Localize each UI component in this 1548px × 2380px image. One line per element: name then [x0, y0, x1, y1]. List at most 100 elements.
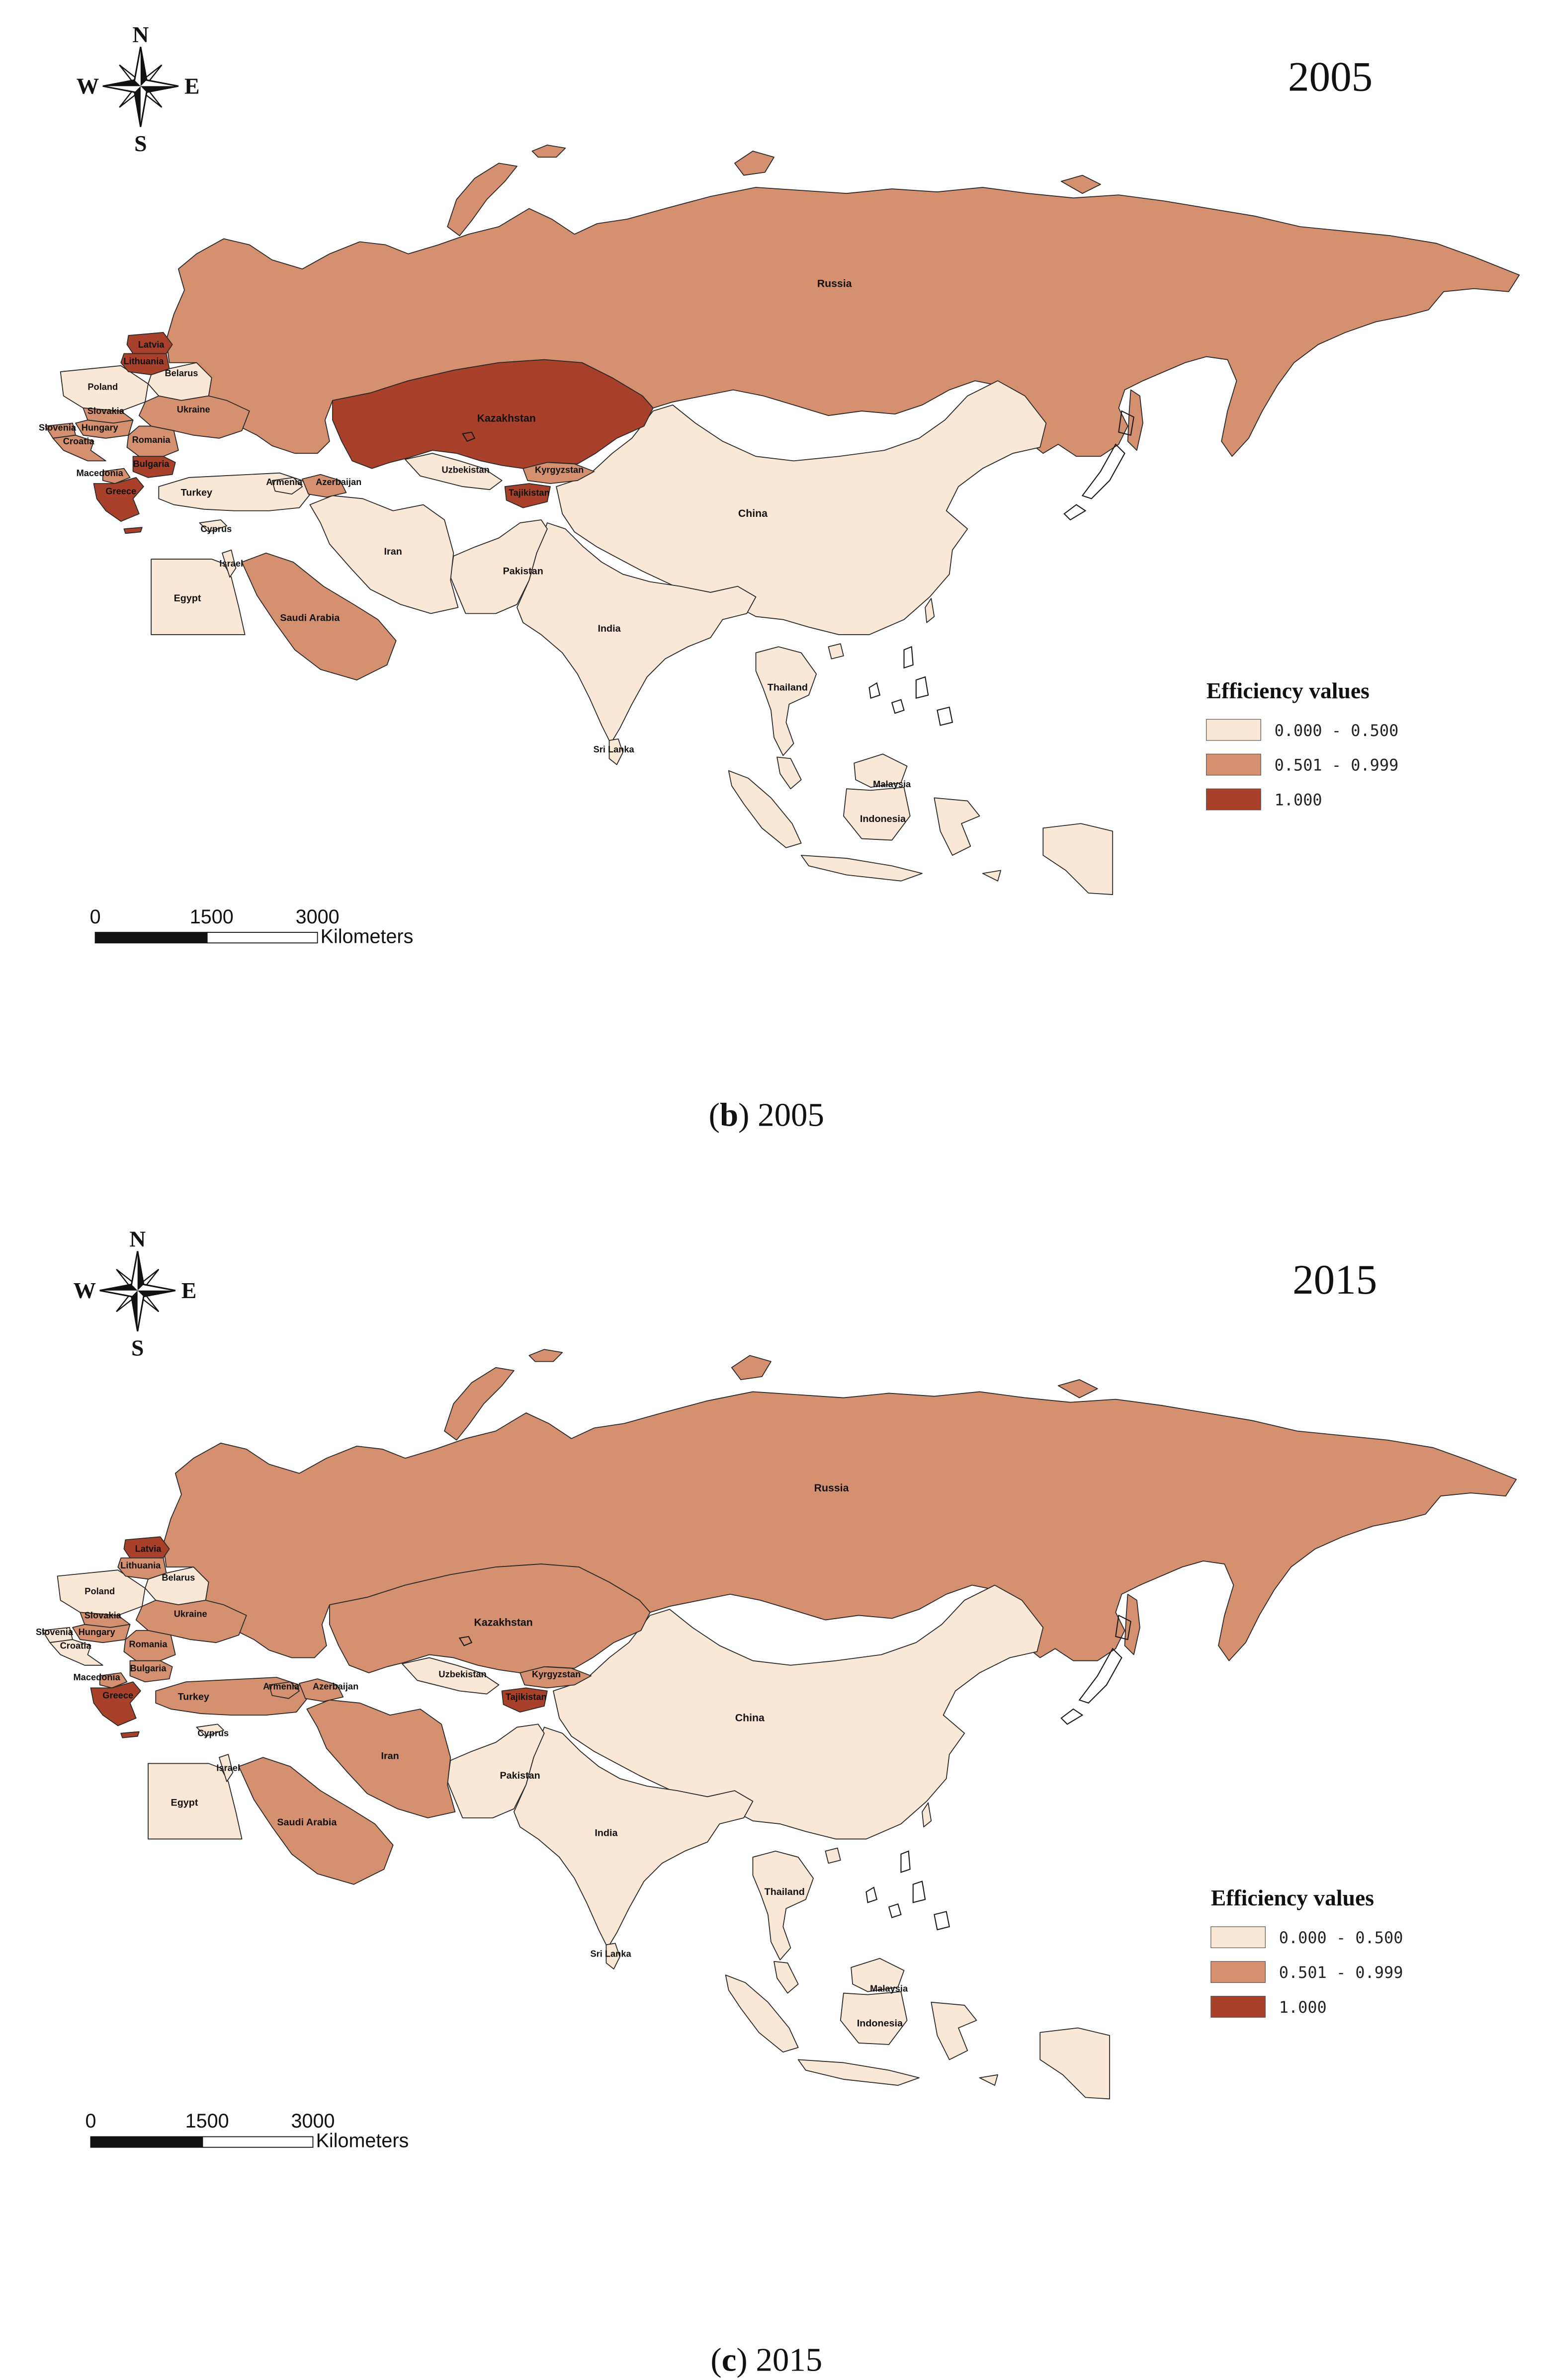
country-armenia: [271, 477, 303, 495]
country-label-thailand: Thailand: [765, 1887, 805, 1897]
country-label-greece: Greece: [102, 1690, 133, 1701]
country-label-lithuania: Lithuania: [123, 356, 164, 366]
country-russia: [1060, 174, 1101, 194]
island-outline: [900, 1850, 911, 1873]
country-label-poland: Poland: [87, 381, 118, 392]
country-label-azerbaijan: Azerbaijan: [316, 477, 361, 487]
country-label-india: India: [598, 623, 621, 634]
island-outline: [865, 1887, 878, 1903]
legend-swatch-high: [1206, 788, 1261, 811]
country-label-turkey: Turkey: [178, 1692, 209, 1703]
country-romania: [126, 425, 179, 457]
country-indonesia: [728, 770, 802, 848]
country-malaysia: [851, 1958, 905, 1992]
compass: N S W E: [77, 22, 200, 156]
country-indonesia: [931, 2001, 977, 2060]
country-sri-lanka: [608, 738, 623, 765]
country-label-saudi-arabia: Saudi Arabia: [280, 613, 340, 624]
country-indonesia: [725, 1974, 799, 2053]
compass-east-point-icon: [137, 1290, 175, 1297]
country-label-russia: Russia: [817, 278, 852, 290]
scale-bar-white-segment: [202, 2136, 314, 2148]
legend-swatch-high: [1210, 1996, 1266, 2018]
country-label-macedonia: Macedonia: [77, 468, 124, 478]
country-azerbaijan: [302, 474, 347, 498]
map-year-title: 2015: [1292, 1256, 1377, 1303]
caption-letter: c: [722, 2342, 737, 2379]
map-year-title: 2005: [1288, 53, 1373, 100]
country-label-pakistan: Pakistan: [500, 1770, 540, 1781]
caption-rest: ) 2015: [736, 2342, 822, 2379]
country-greece: [123, 527, 143, 534]
country-egypt: [148, 1763, 243, 1840]
country-indonesia: [797, 2059, 920, 2086]
compass: N S W E: [73, 1227, 196, 1361]
country-indonesia: [843, 787, 911, 841]
country-label-israel: Israel: [219, 558, 243, 569]
country-label-azerbaijan: Azerbaijan: [313, 1681, 358, 1691]
country-russia: [528, 1349, 563, 1362]
compass-east-label: E: [181, 1278, 196, 1303]
country-china: [825, 1847, 841, 1864]
compass-west-point-icon: [99, 1284, 138, 1291]
legend-swatch-low: [1206, 719, 1261, 741]
country-azerbaijan: [299, 1678, 344, 1702]
map-panel-2015: Russia Kazakhstan China India Iran Pakistan Sa…: [36, 1227, 1517, 2152]
country-label-egypt: Egypt: [171, 1798, 198, 1808]
country-kazakhstan: [332, 359, 654, 469]
country-label-sri-lanka: Sri Lanka: [591, 1949, 632, 1959]
country-label-latvia: Latvia: [138, 339, 165, 349]
legend: Efficiency values 0.000 - 0.500 0.501 - …: [1206, 678, 1399, 811]
country-label-ukraine: Ukraine: [174, 1608, 207, 1619]
country-label-croatia: Croatia: [60, 1640, 92, 1650]
country-bulgaria: [129, 1660, 173, 1683]
legend-label-low: 0.000 - 0.500: [1275, 721, 1399, 740]
island-outline: [1118, 410, 1134, 436]
country-label-layer: Russia Kazakhstan China India Iran Pakistan Sa…: [39, 278, 911, 824]
country-label-slovakia: Slovakia: [87, 406, 125, 416]
country-sri-lanka: [605, 1943, 620, 1970]
country-israel: [222, 549, 237, 578]
scale-bar-white-segment: [206, 932, 318, 944]
scale-unit-label: Kilometers: [316, 2130, 409, 2152]
country-label-hungary: Hungary: [82, 422, 119, 433]
country-label-iran: Iran: [384, 546, 402, 557]
scale-bar-black-segment: [94, 932, 208, 944]
country-label-china: China: [738, 507, 768, 519]
country-label-pakistan: Pakistan: [503, 566, 543, 576]
country-label-tajikistan: Tajikistan: [506, 1692, 547, 1702]
compass-west-point-icon: [102, 80, 141, 86]
caption-letter: b: [720, 1096, 738, 1133]
compass-east-label: E: [184, 74, 199, 99]
country-label-kazakhstan: Kazakhstan: [477, 412, 536, 424]
country-label-kazakhstan: Kazakhstan: [474, 1617, 533, 1629]
country-kyrgyzstan: [522, 462, 595, 484]
country-cyprus: [199, 519, 228, 533]
country-label-macedonia: Macedonia: [73, 1672, 120, 1682]
country-indonesia: [1039, 2027, 1111, 2100]
island-outline: [868, 682, 881, 699]
country-greece: [90, 1681, 141, 1726]
country-layer: [42, 1349, 1517, 2100]
compass-south-point-icon: [134, 86, 141, 127]
country-label-layer: Russia Kazakhstan China India Iran Pakistan Sa…: [36, 1482, 908, 2029]
island-outline: [891, 699, 905, 714]
country-label-bulgaria: Bulgaria: [130, 1663, 167, 1673]
country-greece: [120, 1731, 140, 1738]
scale-tick-3000: 3000: [296, 906, 340, 928]
country-label-ukraine: Ukraine: [177, 404, 210, 414]
country-thailand: [752, 1850, 814, 1961]
country-label-belarus: Belarus: [165, 368, 198, 378]
country-russia: [731, 1355, 772, 1381]
compass-west-label: W: [77, 74, 99, 99]
country-label-belarus: Belarus: [162, 1572, 195, 1583]
country-russia: [1124, 1593, 1140, 1655]
compass-north-point-icon: [140, 47, 147, 86]
country-russia: [1057, 1379, 1098, 1398]
country-uzbekistan: [405, 453, 503, 491]
country-malaysia: [776, 756, 802, 790]
country-hungary: [75, 419, 134, 439]
country-label-uzbekistan: Uzbekistan: [441, 465, 489, 475]
country-label-indonesia: Indonesia: [860, 814, 906, 824]
